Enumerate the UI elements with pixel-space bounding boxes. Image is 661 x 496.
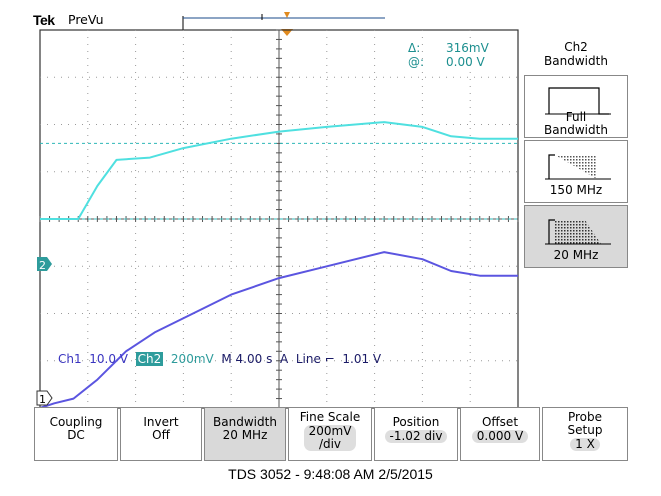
position-button[interactable]: Position -1.02 div (374, 407, 458, 461)
20mhz-button[interactable]: 20 MHz (524, 205, 628, 268)
trigger-type: Line (295, 352, 321, 366)
trigger-source: A (279, 352, 289, 366)
at-value: 0.00 V (446, 55, 485, 69)
status-bar: Ch1 10.0 V Ch2 200mV M 4.00 s A Line ⌐ 1… (58, 352, 381, 366)
ch2-scale: 200mV (170, 352, 214, 366)
coupling-button[interactable]: Coupling DC (34, 407, 118, 461)
probe-setup-button[interactable]: Probe Setup 1 X (542, 407, 628, 461)
traces (39, 121, 518, 409)
record-position-bar (182, 12, 385, 30)
trigger-position-icon (284, 12, 290, 18)
falling-edge-icon: ⌐ (324, 352, 335, 366)
trigger-level: 1.01 V (342, 352, 382, 366)
full-bandwidth-icon (545, 87, 611, 115)
ch1-ground-marker[interactable]: 1 (36, 390, 53, 406)
ch1-scale: 10.0 V (89, 352, 129, 366)
ch1-label: Ch1 (58, 352, 82, 366)
20mhz-filter-icon (545, 219, 611, 245)
delta-value: 316mV (446, 41, 489, 55)
trigger-point-marker (281, 29, 293, 36)
150mhz-button[interactable]: 150 MHz (524, 140, 628, 203)
fine-scale-value: 200mV/div (303, 425, 357, 451)
at-label: @: (408, 55, 425, 69)
position-value: -1.02 div (384, 430, 448, 443)
svg-text:2: 2 (39, 259, 46, 272)
svg-text:1: 1 (39, 393, 46, 406)
probe-setup-value: 1 X (570, 438, 600, 451)
ch2-label: Ch2 (135, 352, 164, 366)
bandwidth-button[interactable]: Bandwidth 20 MHz (204, 407, 286, 461)
fine-scale-button[interactable]: Fine Scale 200mV/div (288, 407, 372, 461)
ch2-trace (40, 121, 518, 220)
cursor-lines (40, 142, 518, 220)
delta-label: Δ: (408, 41, 421, 55)
ch2-ground-marker[interactable]: 2 (37, 257, 52, 272)
150mhz-filter-icon (545, 154, 611, 180)
offset-button[interactable]: Offset 0.000 V (460, 407, 540, 461)
brand-logo: Tek (33, 12, 55, 28)
timebase: M 4.00 s (221, 352, 273, 366)
offset-value: 0.000 V (471, 430, 529, 443)
ch1-trace (39, 251, 518, 409)
acquisition-mode: PreVu (68, 12, 104, 27)
footer-timestamp: TDS 3052 - 9:48:08 AM 2/5/2015 (228, 466, 433, 482)
full-bandwidth-button[interactable]: Full Bandwidth (524, 75, 628, 138)
invert-button[interactable]: Invert Off (120, 407, 202, 461)
side-menu-title: Ch2 Bandwidth (544, 40, 608, 68)
